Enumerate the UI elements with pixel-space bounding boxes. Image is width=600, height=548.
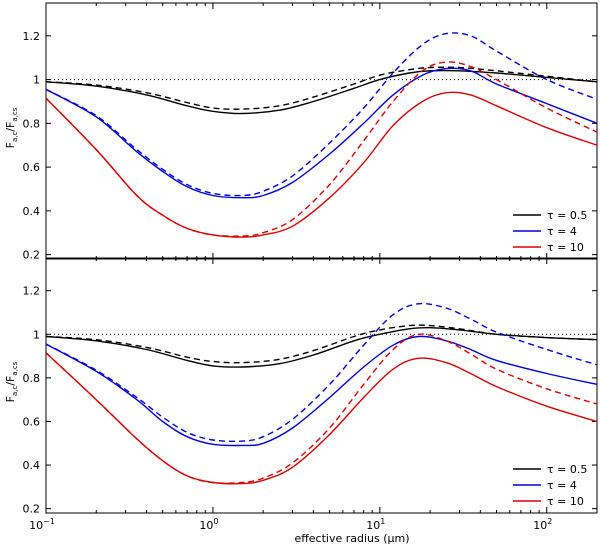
y-label-sub1: a,c [11,386,19,397]
legend: τ = 0.5 τ = 4 τ = 10 [513,209,587,254]
x-tick-label: 100 [199,517,218,532]
x-tick-label: 102 [533,517,552,532]
series-line-dashed [45,61,598,237]
x-axis-title: effective radius (μm) [294,532,409,545]
y-label-main: F [4,396,17,402]
legend-label: τ = 10 [547,241,584,254]
y-tick-label: 0.2 [23,249,41,262]
legend-label: τ = 4 [547,479,577,492]
y-axis-title-top: Fa,c/Fa,cs [4,107,19,148]
x-tick-label: 101 [366,517,385,532]
y-tick-label: 0.8 [23,117,41,130]
y-label-mid: /F [4,122,17,132]
y-tick-label: 0.2 [23,503,41,516]
x-tick-labels: 10−1 100 101 102 [29,517,552,532]
y-tick-label: 0.4 [23,205,41,218]
y-label-sub1: a,c [11,132,19,143]
series-line-solid [45,67,598,199]
y-tick-label: 1.2 [23,30,41,43]
y-label-sub2: a,cs [11,107,19,121]
series-line-solid [45,352,598,485]
series-line-dashed [45,66,598,110]
series-line-dashed [45,302,598,443]
y-tick-label: 0.4 [23,459,41,472]
legend-label: τ = 4 [547,225,577,238]
y-label-sub2: a,cs [11,361,19,375]
legend-label: τ = 0.5 [547,209,587,222]
y-label-mid: /F [4,376,17,386]
series-line-dashed [45,32,598,197]
y-label-main: F [4,142,17,148]
plot-frame [45,2,598,260]
top-panel: 0.2 0.4 0.6 0.8 1 1.2 τ = 0.5 τ = 4 τ = 10 [23,2,598,262]
y-tick-label: 0.6 [23,415,41,428]
y-tick-label: 1 [33,328,40,341]
x-tick-label: 10−1 [29,517,55,532]
series-line-solid [45,335,598,447]
legend-label: τ = 0.5 [547,463,587,476]
y-tick-label: 0.6 [23,161,41,174]
series-line-solid [45,326,598,368]
series-line-dashed [45,324,598,364]
bottom-panel: 0.2 0.4 0.6 0.8 1 1.2 τ = 0.5 τ = 4 τ = 10 [23,257,598,516]
series-line-dashed [45,333,598,484]
y-axis-title-bottom: Fa,c/Fa,cs [4,361,19,402]
y-tick-label: 1.2 [23,285,41,298]
y-tick-label: 1 [33,74,40,87]
legend: τ = 0.5 τ = 4 τ = 10 [513,463,587,508]
series-line-solid [45,69,598,115]
legend-label: τ = 10 [547,495,584,508]
y-tick-label: 0.8 [23,372,41,385]
plot-frame [45,257,598,514]
